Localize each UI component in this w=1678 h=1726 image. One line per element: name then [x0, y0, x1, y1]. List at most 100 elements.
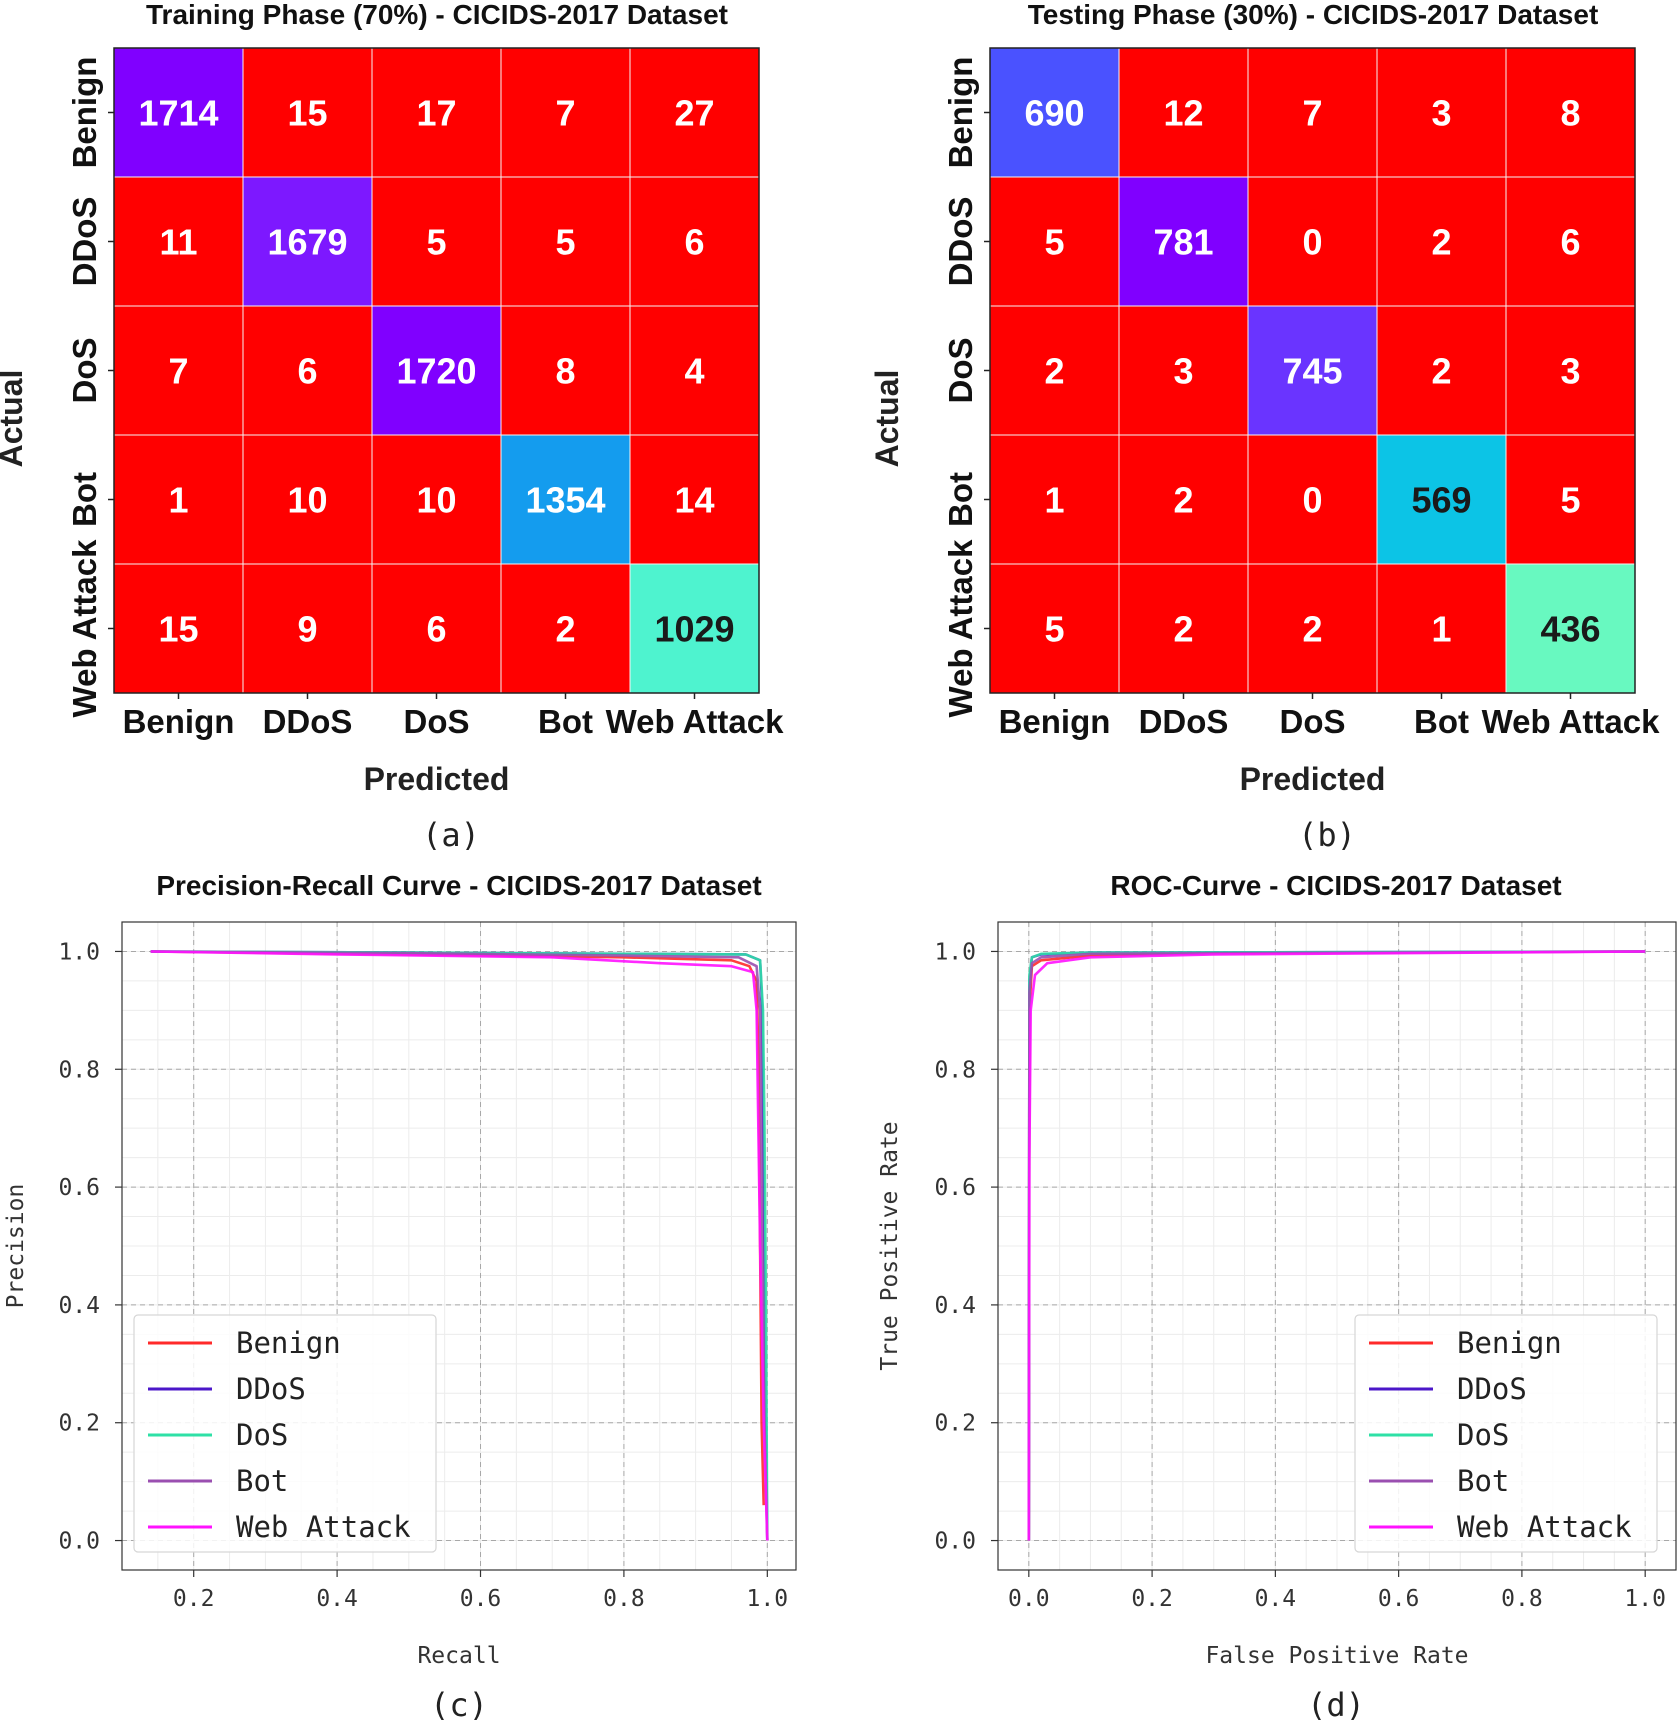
y-tick-label: 0.6: [934, 1175, 976, 1201]
y-tick-label: 0.0: [58, 1529, 100, 1555]
x-tick-label: DoS: [404, 703, 470, 740]
cell-value: 436: [1540, 609, 1600, 650]
cell-value: 7: [555, 93, 575, 134]
legend-label: Benign: [236, 1326, 341, 1360]
cell-value: 1029: [654, 609, 734, 650]
line-chart-d: ROC-Curve - CICIDS-2017 Dataset 0.0 0.2 0.4…: [877, 870, 1677, 1724]
y-tick-label: 0.4: [58, 1293, 100, 1319]
heatmap-cell: [242, 434, 373, 565]
panel-label: (b): [1298, 816, 1356, 854]
legend-label: Web Attack: [236, 1510, 411, 1544]
heatmap-cell: [1505, 176, 1636, 307]
heatmap-cell: [1118, 434, 1249, 565]
cell-value: 7: [168, 351, 188, 392]
cell-value: 3: [1431, 93, 1451, 134]
heatmap-cell: [242, 47, 373, 178]
heatmap-cell: [629, 305, 760, 436]
cell-value: 3: [1173, 351, 1193, 392]
cell-value: 569: [1411, 480, 1471, 521]
heatmap-cell: [1376, 563, 1507, 694]
line-chart-c: Precision-Recall Curve - CICIDS-2017 Dat…: [3, 870, 797, 1724]
heatmap-cell: [371, 176, 502, 307]
heatmap-cell: [371, 305, 502, 436]
y-axis-label: True Positive Rate: [877, 1121, 903, 1370]
y-tick-label: 0.2: [58, 1411, 100, 1437]
x-tick-label: 0.2: [173, 1586, 215, 1612]
heatmap-cell: [371, 563, 502, 694]
x-tick-label: Benign: [999, 703, 1111, 740]
cell-value: 14: [674, 480, 714, 521]
y-axis-label: Actual: [869, 370, 905, 468]
cell-value: 5: [426, 222, 446, 263]
cell-value: 1354: [525, 480, 605, 521]
cell-value: 6: [297, 351, 317, 392]
heatmap-cell: [113, 47, 244, 178]
heatmap-cell: [629, 563, 760, 694]
y-tick-label: 0.6: [58, 1175, 100, 1201]
x-tick-label: DDoS: [1139, 703, 1229, 740]
y-tick-label: 1.0: [58, 939, 100, 965]
x-tick-label: 1.0: [747, 1586, 789, 1612]
y-tick-label: 0.8: [934, 1057, 976, 1083]
heatmap-cell: [113, 563, 244, 694]
heatmap-cell: [113, 176, 244, 307]
heatmap-a: Training Phase (70%) - CICIDS-2017 Datas…: [0, 0, 784, 854]
heatmap-cell: [500, 305, 631, 436]
y-tick-label: Web Attack: [942, 539, 979, 718]
legend-label: Bot: [236, 1464, 288, 1498]
y-tick-label: Web Attack: [66, 539, 103, 718]
cell-value: 11: [159, 222, 197, 263]
cell-value: 8: [1560, 93, 1580, 134]
y-tick-label: DoS: [66, 338, 103, 404]
cell-value: 781: [1153, 222, 1213, 263]
panel-label: (c): [430, 1686, 488, 1724]
heatmap-cell: [989, 563, 1120, 694]
cell-value: 5: [1044, 609, 1064, 650]
x-tick-label: 0.8: [1501, 1586, 1543, 1612]
legend: Benign DDoS DoS Bot Web Attack: [1354, 1314, 1658, 1553]
cell-value: 7: [1302, 93, 1322, 134]
y-axis-label: Actual: [0, 370, 29, 468]
y-tick-label: 0.4: [934, 1293, 976, 1319]
heatmap-cell: [629, 47, 760, 178]
heatmap-cell: [1376, 47, 1507, 178]
legend-label: DDoS: [236, 1372, 306, 1406]
cell-value: 2: [1431, 222, 1451, 263]
y-tick-label: 0.0: [934, 1529, 976, 1555]
cell-value: 6: [426, 609, 446, 650]
cell-value: 15: [158, 609, 198, 650]
heatmap-cell: [989, 176, 1120, 307]
y-tick-label: Bot: [66, 472, 103, 527]
y-tick-label: Bot: [942, 472, 979, 527]
heatmap-cell: [1247, 563, 1378, 694]
cell-value: 1: [1431, 609, 1451, 650]
series-line-web-attack: [150, 950, 769, 1541]
cell-value: 2: [1173, 609, 1193, 650]
cell-value: 8: [555, 351, 575, 392]
x-tick-label: Benign: [123, 703, 235, 740]
cell-value: 15: [287, 93, 327, 134]
heatmap-cell: [1118, 47, 1249, 178]
chart-title: Testing Phase (30%) - CICIDS-2017 Datase…: [1028, 0, 1599, 30]
chart-title: Precision-Recall Curve - CICIDS-2017 Dat…: [156, 870, 761, 901]
cell-value: 27: [674, 93, 714, 134]
heatmap-cell: [629, 176, 760, 307]
cell-value: 2: [1302, 609, 1322, 650]
chart-title: ROC-Curve - CICIDS-2017 Dataset: [1110, 870, 1561, 901]
cell-value: 6: [684, 222, 704, 263]
plot-frame: [121, 921, 797, 1571]
series-line-web-attack: [1027, 950, 1646, 1541]
legend-box: [1354, 1314, 1658, 1553]
cell-value: 2: [555, 609, 575, 650]
cell-value: 5: [1044, 222, 1064, 263]
y-tick-label: 0.2: [934, 1411, 976, 1437]
cell-value: 3: [1560, 351, 1580, 392]
x-tick-label: Web Attack: [606, 703, 785, 740]
x-axis-label: Recall: [417, 1643, 500, 1669]
heatmap-cell: [1376, 434, 1507, 565]
y-tick-label: DDoS: [66, 197, 103, 287]
cell-value: 10: [416, 480, 456, 521]
cell-value: 0: [1302, 222, 1322, 263]
chart-title: Training Phase (70%) - CICIDS-2017 Datas…: [146, 0, 728, 30]
